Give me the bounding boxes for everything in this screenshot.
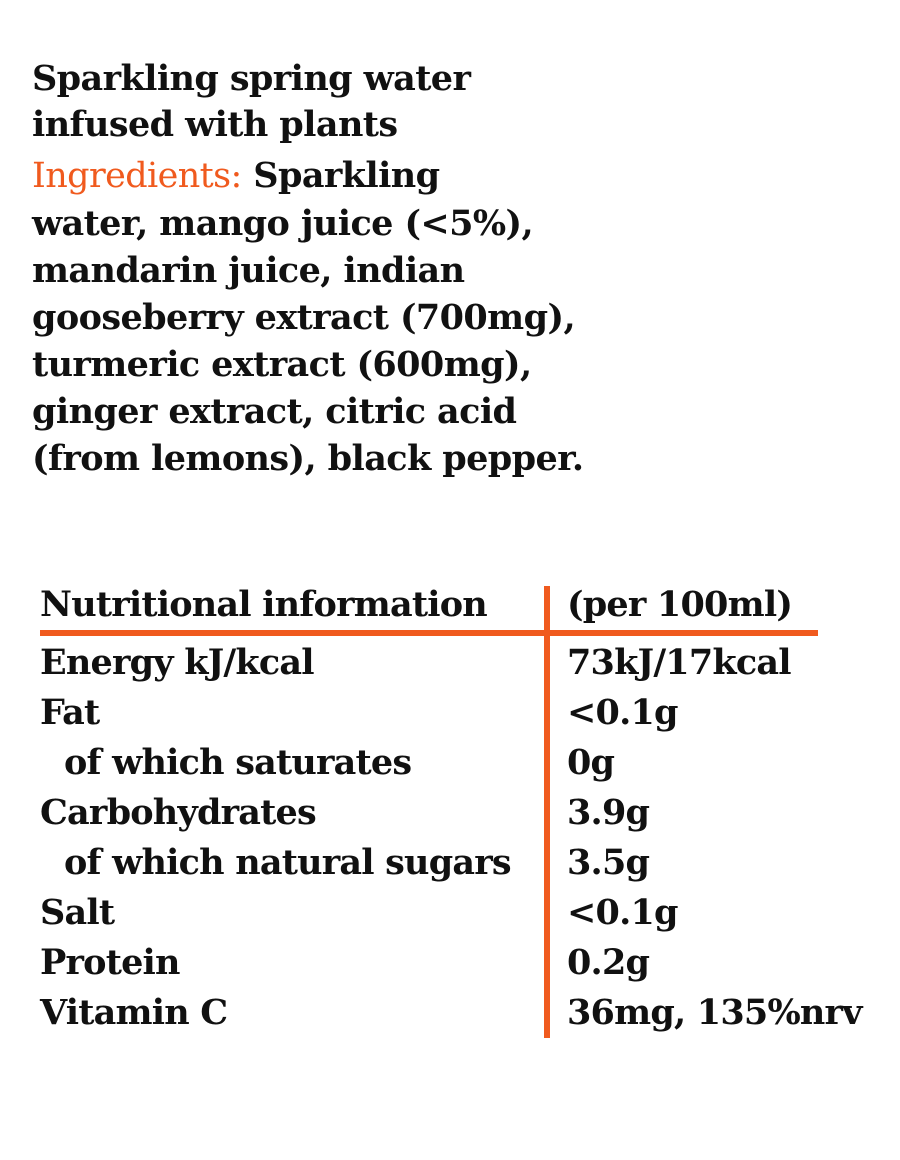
ingredients-line-5: turmeric extract (600mg), bbox=[32, 344, 532, 385]
nutrient-name-energy: Energy kJ/kcal bbox=[40, 642, 315, 683]
nutrient-value-protein: 0.2g bbox=[567, 942, 650, 983]
nutrient-value-salt: <0.1g bbox=[567, 892, 679, 933]
nutrient-name-vitamin-c: Vitamin C bbox=[40, 992, 228, 1033]
ingredients-line-7: (from lemons), black pepper. bbox=[32, 438, 584, 479]
nutrition-header-name: Nutritional information bbox=[40, 584, 488, 625]
heading-line-2: infused with plants bbox=[32, 104, 398, 145]
nutrient-name-protein: Protein bbox=[40, 942, 180, 983]
nutrient-value-sugars: 3.5g bbox=[567, 842, 650, 883]
nutrition-header-value: (per 100ml) bbox=[567, 584, 793, 625]
column-divider bbox=[544, 586, 550, 1038]
ingredients-line-4: gooseberry extract (700mg), bbox=[32, 297, 576, 338]
nutrient-name-salt: Salt bbox=[40, 892, 115, 933]
nutrient-value-carbohydrates: 3.9g bbox=[567, 792, 650, 833]
ingredients-line-1: Ingredients: Sparkling bbox=[32, 152, 652, 200]
ingredients-block: Ingredients: Sparkling water, mango juic… bbox=[32, 152, 652, 482]
heading-line-1: Sparkling spring water bbox=[32, 58, 471, 99]
nutrient-value-vitamin-c: 36mg, 135%nrv bbox=[567, 992, 863, 1033]
nutrient-value-fat: <0.1g bbox=[567, 692, 679, 733]
product-heading: Sparkling spring water infused with plan… bbox=[32, 56, 632, 148]
ingredients-text-1: Sparkling bbox=[253, 155, 440, 196]
nutrient-name-saturates: of which saturates bbox=[64, 742, 412, 783]
ingredients-label: Ingredients: bbox=[32, 156, 242, 196]
nutrient-value-saturates: 0g bbox=[567, 742, 615, 783]
nutrient-name-carbohydrates: Carbohydrates bbox=[40, 792, 317, 833]
nutrient-name-fat: Fat bbox=[40, 692, 100, 733]
ingredients-line-2: water, mango juice (<5%), bbox=[32, 203, 534, 244]
nutrient-value-energy: 73kJ/17kcal bbox=[567, 642, 792, 683]
ingredients-line-3: mandarin juice, indian bbox=[32, 250, 465, 291]
ingredients-line-6: ginger extract, citric acid bbox=[32, 391, 517, 432]
nutrient-name-sugars: of which natural sugars bbox=[64, 842, 512, 883]
header-divider bbox=[40, 630, 818, 636]
